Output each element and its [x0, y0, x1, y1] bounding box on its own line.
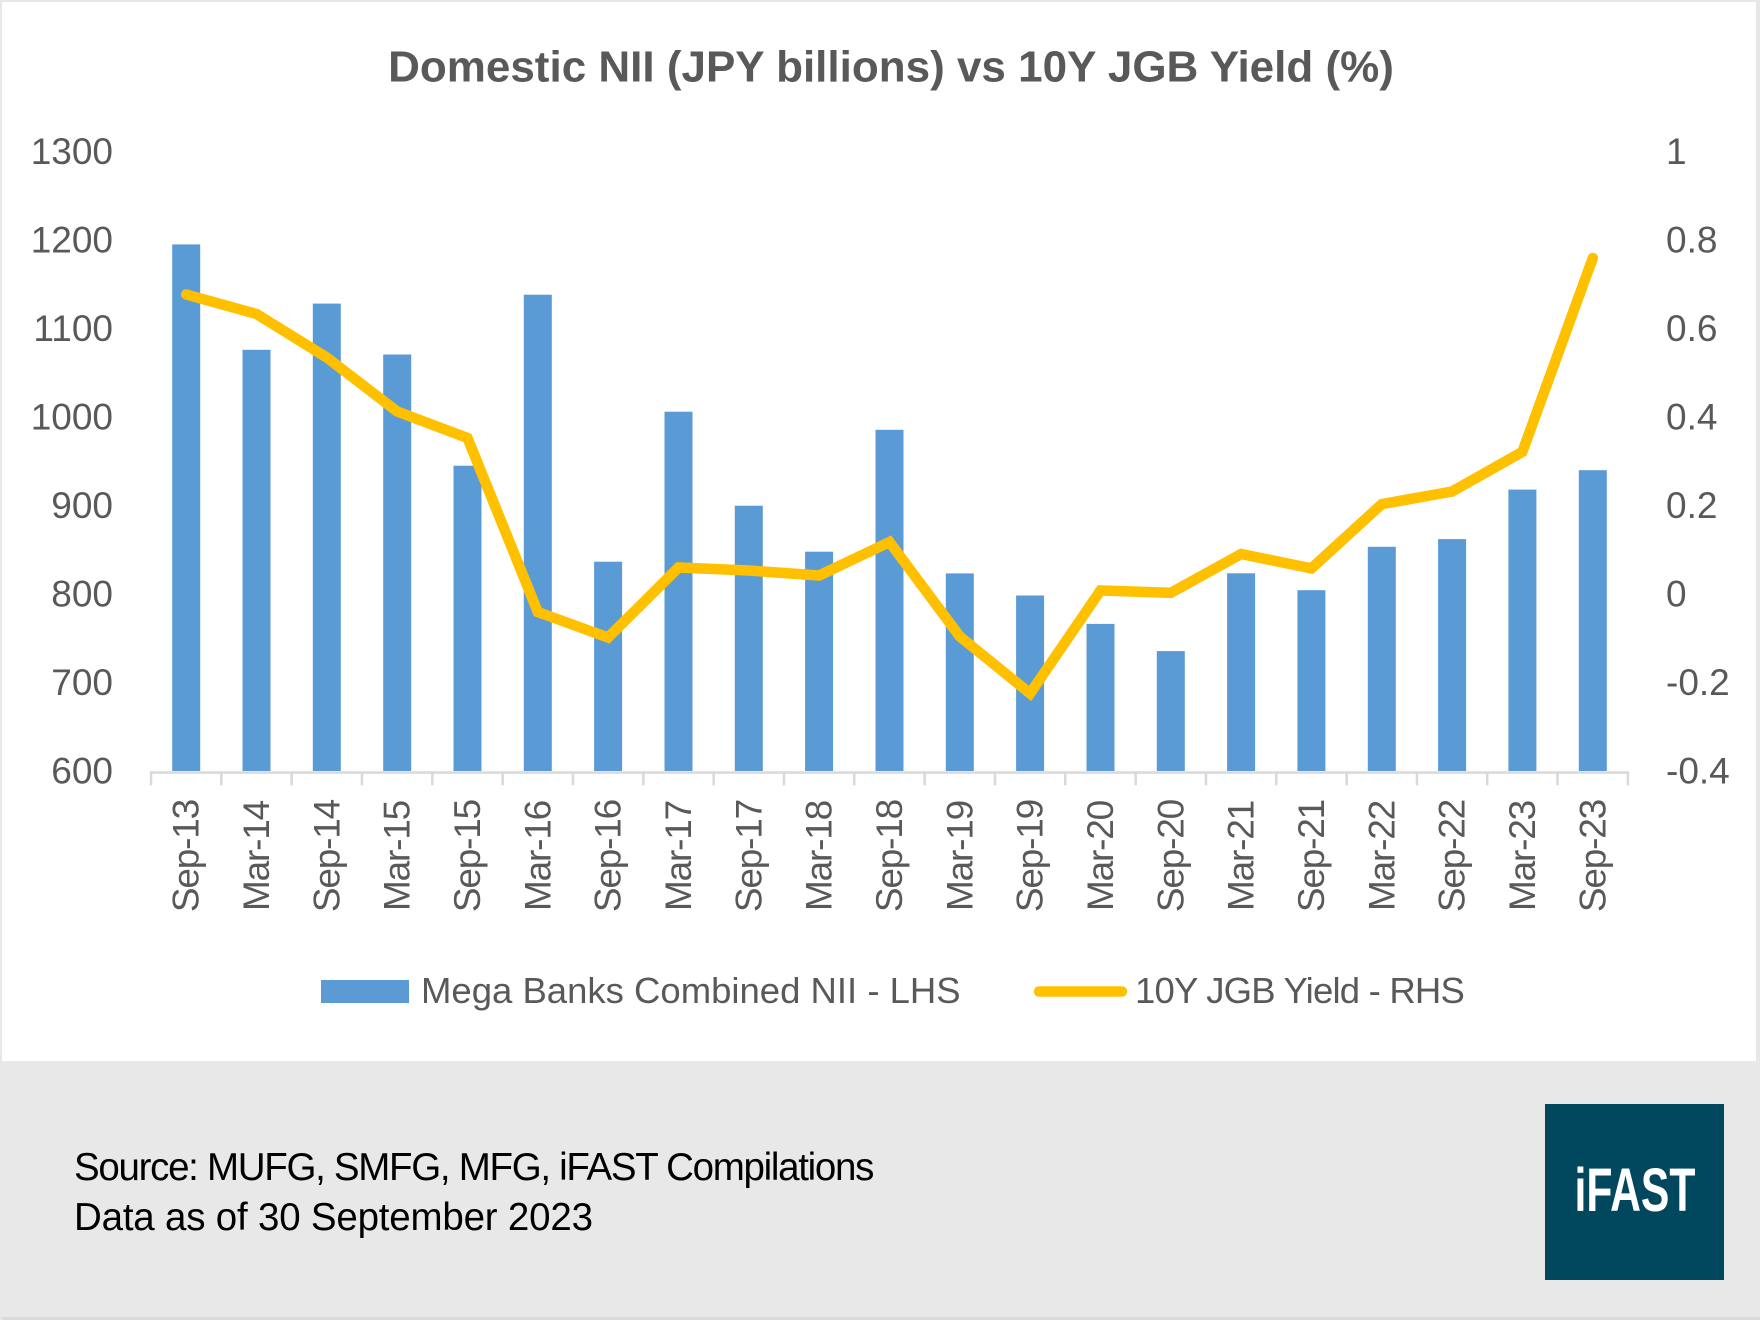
svg-text:Sep-16: Sep-16 [588, 800, 629, 912]
svg-text:Mega Banks Combined NII - LHS: Mega Banks Combined NII - LHS [421, 970, 961, 1011]
svg-text:Mar-19: Mar-19 [939, 801, 980, 911]
svg-text:0.6: 0.6 [1666, 308, 1717, 349]
svg-text:Mar-16: Mar-16 [517, 801, 558, 911]
svg-text:Sep-22: Sep-22 [1432, 800, 1473, 912]
svg-text:Sep-19: Sep-19 [1010, 800, 1051, 912]
svg-text:700: 700 [51, 662, 113, 703]
svg-text:Sep-15: Sep-15 [447, 799, 488, 912]
svg-text:-0.2: -0.2 [1666, 662, 1730, 703]
svg-text:Data as of 30 September 2023: Data as of 30 September 2023 [74, 1196, 593, 1239]
svg-text:Mar-14: Mar-14 [236, 800, 277, 911]
svg-text:10Y JGB Yield - RHS: 10Y JGB Yield - RHS [1135, 970, 1464, 1011]
svg-text:0.2: 0.2 [1666, 485, 1717, 526]
svg-text:0: 0 [1666, 574, 1687, 615]
svg-text:1300: 1300 [31, 131, 113, 172]
svg-text:0.8: 0.8 [1666, 220, 1717, 261]
svg-text:Domestic NII (JPY billions) vs: Domestic NII (JPY billions) vs 10Y JGB Y… [388, 43, 1394, 92]
svg-text:1: 1 [1666, 131, 1687, 172]
svg-text:1100: 1100 [33, 308, 113, 349]
svg-text:Mar-20: Mar-20 [1080, 800, 1121, 911]
svg-text:Sep-23: Sep-23 [1572, 800, 1613, 912]
svg-text:iFAST: iFAST [1575, 1157, 1696, 1225]
svg-text:-0.4: -0.4 [1666, 751, 1730, 792]
svg-text:0.4: 0.4 [1666, 397, 1717, 438]
svg-text:Mar-23: Mar-23 [1502, 801, 1543, 911]
svg-text:Sep-20: Sep-20 [1150, 799, 1191, 912]
svg-text:1000: 1000 [31, 397, 113, 438]
svg-text:Source: MUFG, SMFG, MFG, iFAST: Source: MUFG, SMFG, MFG, iFAST Compilati… [74, 1146, 873, 1189]
svg-text:Sep-17: Sep-17 [728, 800, 769, 912]
svg-text:600: 600 [51, 751, 113, 792]
svg-text:900: 900 [51, 485, 113, 526]
svg-text:Mar-17: Mar-17 [658, 801, 699, 911]
svg-text:Sep-14: Sep-14 [306, 799, 347, 912]
svg-text:Sep-21: Sep-21 [1291, 800, 1332, 912]
svg-text:Mar-18: Mar-18 [799, 801, 840, 911]
svg-text:Mar-21: Mar-21 [1221, 801, 1262, 911]
svg-text:800: 800 [51, 574, 113, 615]
svg-text:Sep-18: Sep-18 [869, 800, 910, 912]
svg-text:Sep-13: Sep-13 [166, 800, 207, 912]
svg-text:Mar-22: Mar-22 [1361, 801, 1402, 911]
svg-text:Mar-15: Mar-15 [377, 800, 418, 911]
svg-text:1200: 1200 [31, 220, 113, 261]
